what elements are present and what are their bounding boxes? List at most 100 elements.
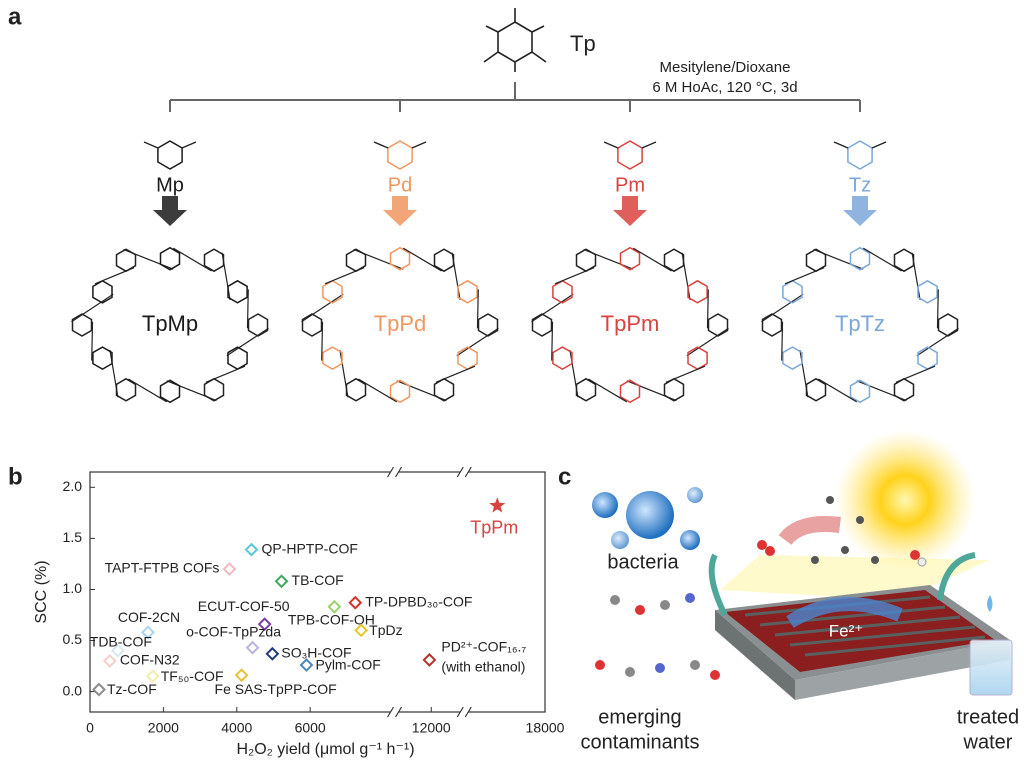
monomer-structure (157, 140, 183, 170)
monomer-label: Mp (156, 174, 184, 196)
diamond-marker (327, 599, 342, 614)
ring-unit (92, 280, 113, 304)
ring-unit (937, 313, 959, 337)
ring-unit (247, 313, 269, 337)
bond (301, 293, 344, 323)
y-tick-label: 0.0 (63, 682, 83, 698)
bond (856, 380, 907, 402)
bond (911, 252, 921, 301)
diamond-marker (141, 625, 155, 640)
x-tick-label: 0 (86, 720, 94, 736)
bond (632, 247, 672, 272)
diamond-marker (257, 617, 272, 632)
ring-unit (552, 280, 573, 304)
ring-unit (575, 377, 597, 402)
bond (603, 141, 619, 149)
ring-unit (345, 377, 367, 402)
monomer-structure (617, 140, 643, 170)
panel-label: b (8, 463, 23, 490)
bond (551, 321, 554, 361)
bond (246, 289, 249, 329)
bond (531, 293, 574, 323)
diamond-marker (348, 595, 363, 610)
bond (681, 252, 691, 301)
ring-unit (663, 377, 685, 402)
bond (221, 252, 231, 301)
ring-unit (707, 313, 729, 337)
bond (143, 141, 159, 149)
bond (706, 289, 709, 329)
bond (109, 349, 119, 398)
ring-unit (322, 280, 343, 304)
bond (588, 378, 628, 403)
axis-break-gap (390, 709, 399, 715)
bond (818, 378, 858, 403)
label: water (963, 731, 1013, 753)
x-tick-label: 4000 (221, 720, 252, 736)
ring-unit (782, 280, 803, 304)
point-label: TpPm (470, 517, 518, 537)
ring-unit (71, 313, 93, 337)
axis-break-gap (390, 469, 399, 475)
bond (862, 247, 902, 272)
point-label: TB-COF (292, 572, 344, 588)
ring-unit (203, 377, 225, 402)
bond (226, 327, 269, 357)
arrow (843, 196, 877, 226)
axis-break (456, 466, 472, 478)
bond (339, 349, 349, 398)
y-tick-label: 1.5 (63, 529, 83, 545)
y-tick-label: 0.5 (63, 631, 83, 647)
x-tick-label: 2000 (148, 720, 179, 736)
ring-unit (687, 279, 708, 304)
ring-unit (115, 377, 137, 402)
panel-label: a (8, 3, 22, 30)
bond (353, 248, 404, 270)
label: bacteria (607, 551, 679, 573)
bond (936, 289, 939, 329)
conditions: 6 M HoAc, 120 °C, 3d (652, 79, 797, 96)
ring-unit (893, 248, 915, 273)
point-note: (with ethanol) (441, 659, 525, 675)
ring-unit (805, 377, 827, 402)
point-label: PD²⁺-COF₁₆.₇ (441, 639, 526, 655)
illustration (592, 430, 1013, 700)
ring-unit (619, 379, 641, 404)
label: emerging (598, 706, 681, 728)
axis-break (387, 466, 403, 478)
point-label: TP-DPBD₃₀-COF (365, 593, 472, 609)
ring-unit (457, 346, 478, 370)
bond (871, 141, 887, 149)
precursor-structure (483, 8, 547, 72)
point-label: COF-N32 (120, 652, 180, 668)
ring-unit (619, 246, 641, 271)
bond (396, 380, 447, 402)
point-label: TPB-COF-OH (288, 612, 375, 628)
x-tick-label: 6000 (295, 720, 326, 736)
ring-unit (663, 248, 685, 273)
star-marker (489, 497, 506, 513)
ring-unit (322, 346, 343, 370)
diamond-marker (274, 574, 289, 589)
diamond-marker (265, 646, 280, 661)
diamond-marker (245, 640, 260, 655)
point-label: TF₅₀-COF (161, 668, 224, 684)
bond (321, 321, 324, 361)
ring-unit (159, 379, 181, 404)
arrow (613, 196, 647, 226)
bond (91, 321, 94, 361)
product-label: TpMp (142, 311, 198, 336)
point-label: ECUT-COF-50 (198, 598, 290, 614)
ring-unit (159, 246, 181, 271)
ring-unit (917, 346, 938, 370)
plot-frame (89, 471, 546, 713)
y-tick-label: 1.0 (63, 580, 83, 596)
diamond-marker (222, 562, 237, 576)
ring-unit (917, 279, 938, 304)
diamond-marker (92, 682, 106, 697)
bond (166, 380, 217, 402)
ring-unit (849, 246, 871, 271)
conditions: Mesitylene/Dioxane (660, 59, 791, 76)
diamond-marker (354, 623, 369, 638)
